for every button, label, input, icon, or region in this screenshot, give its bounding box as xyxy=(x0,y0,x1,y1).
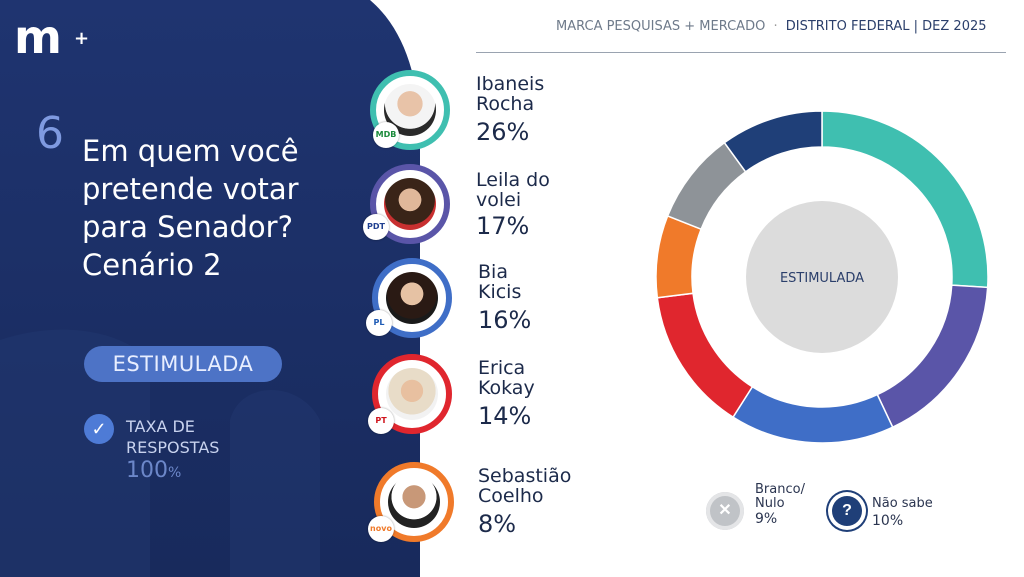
candidate-name: Coelho xyxy=(478,485,544,507)
header-divider xyxy=(476,52,1006,53)
stimulated-badge: ESTIMULADA xyxy=(84,346,282,382)
donut-center-label: ESTIMULADA xyxy=(780,271,864,286)
candidate-percentage: 14% xyxy=(478,402,532,430)
candidate-name: Rocha xyxy=(476,93,535,115)
vote-donut-chart: ESTIMULADA xyxy=(655,110,989,444)
candidate-name: Ibaneis xyxy=(476,73,545,95)
donut-slice-3 xyxy=(732,385,894,444)
candidate-photo xyxy=(388,476,440,528)
response-rate-label: TAXA DE xyxy=(126,417,195,436)
candidate-name: volei xyxy=(476,189,522,211)
candidate-name: Sebastião xyxy=(478,465,572,487)
party-logo-novo: novo xyxy=(368,516,394,542)
question-icon: ? xyxy=(828,492,866,530)
check-icon: ✓ xyxy=(84,414,114,444)
legend-value: 9% xyxy=(755,511,778,527)
party-logo-pl: PL xyxy=(366,310,392,336)
legend-label: Nulo xyxy=(755,496,785,511)
question-number: 6 xyxy=(36,108,64,159)
survey-date: DEZ 2025 xyxy=(922,19,987,34)
donut-slice-2 xyxy=(876,284,989,429)
candidate-photo xyxy=(386,368,438,420)
response-rate-label: RESPOSTAS xyxy=(126,438,220,457)
candidate-photo xyxy=(384,178,436,230)
legend-label: Não sabe xyxy=(872,496,933,511)
survey-header: MARCA PESQUISAS + MERCADO · DISTRITO FED… xyxy=(556,19,987,34)
brand-logo: m xyxy=(14,10,62,64)
candidate-percentage: 16% xyxy=(478,306,532,334)
donut-center xyxy=(746,201,898,353)
candidate-name: Bia xyxy=(478,261,508,283)
candidate-avatar-erica xyxy=(372,354,452,434)
response-rate-value: 100% xyxy=(126,458,181,483)
survey-region: DISTRITO FEDERAL | xyxy=(785,19,919,34)
donut-slice-4 xyxy=(656,292,754,419)
party-logo-pdt: PDT xyxy=(363,214,389,240)
question-line: Cenário 2 xyxy=(82,248,222,282)
candidate-percentage: 17% xyxy=(476,212,530,240)
candidate-name: Erica xyxy=(478,357,526,379)
candidate-avatar-sebastiao xyxy=(374,462,454,542)
question-line: para Senador? xyxy=(82,210,293,244)
candidate-name: Leila do xyxy=(476,169,550,191)
survey-source: MARCA PESQUISAS + MERCADO xyxy=(556,19,766,34)
candidate-name: Kicis xyxy=(478,281,522,303)
candidate-percentage: 26% xyxy=(476,118,530,146)
party-logo-pt: PT xyxy=(368,408,394,434)
legend-label: Branco/ xyxy=(755,482,805,497)
candidate-photo xyxy=(386,272,438,324)
question-line: pretende votar xyxy=(82,172,299,206)
header-separator: · xyxy=(773,19,778,34)
party-logo-mdb: MDB xyxy=(373,122,399,148)
candidate-percentage: 8% xyxy=(478,510,517,538)
candidate-avatar-bia xyxy=(372,258,452,338)
response-rate-unit: % xyxy=(168,465,182,481)
x-icon: ✕ xyxy=(706,492,744,530)
question-line: Em quem você xyxy=(82,134,299,168)
donut-slice-7 xyxy=(723,110,823,173)
candidate-name: Kokay xyxy=(478,377,535,399)
legend-value: 10% xyxy=(872,513,904,529)
donut-slice-5 xyxy=(655,214,703,299)
response-rate-number: 100 xyxy=(126,458,168,483)
brand-logo-plus: + xyxy=(74,28,90,49)
